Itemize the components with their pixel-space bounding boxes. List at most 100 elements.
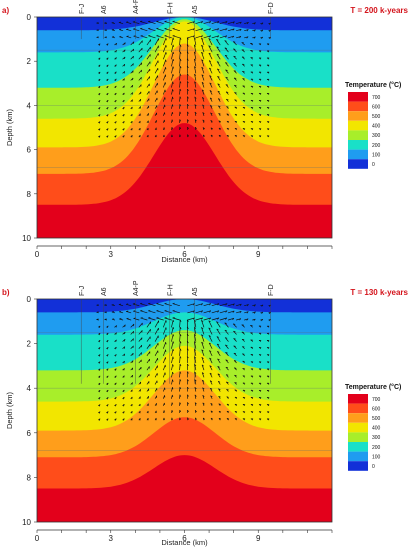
flow-arrow	[236, 28, 242, 32]
flow-arrowhead	[156, 20, 159, 22]
flow-arrow	[146, 336, 151, 342]
flow-arrow	[194, 96, 197, 102]
flow-arrowhead	[172, 319, 175, 323]
x-tick-label: 3	[109, 250, 114, 259]
flow-arrow	[171, 81, 174, 88]
flow-arrowhead	[202, 112, 205, 114]
flow-arrowhead	[115, 375, 117, 378]
flow-arrow	[201, 66, 205, 74]
x-axis-title: Distance (km)	[161, 538, 208, 547]
flow-arrowhead	[172, 51, 175, 55]
flow-arrowhead	[217, 83, 220, 85]
flow-arrowhead	[194, 127, 197, 129]
flow-arrowhead	[179, 379, 182, 382]
x-tick-label: 6	[182, 534, 187, 543]
flow-arrowhead	[96, 22, 99, 24]
flow-arrowhead	[98, 128, 101, 131]
flow-arrowhead	[261, 304, 264, 307]
flow-arrowhead	[148, 317, 151, 319]
flow-arrowhead	[133, 310, 136, 312]
flow-arrowhead	[126, 310, 129, 312]
flow-arrowhead	[195, 417, 197, 420]
flow-arrowhead	[224, 329, 227, 332]
flow-arrow	[146, 321, 151, 328]
flow-arrowhead	[194, 104, 197, 107]
flow-arrowhead	[225, 317, 227, 320]
flow-arrow	[201, 59, 205, 67]
well-label: A5	[192, 287, 199, 296]
flow-arrow	[211, 303, 220, 307]
flow-arrow	[172, 303, 180, 307]
flow-arrow	[130, 323, 135, 328]
flow-arrowhead	[172, 27, 175, 30]
flow-arrowhead	[208, 335, 211, 337]
flow-arrow	[148, 28, 156, 32]
y-tick-label: 6	[27, 146, 32, 155]
flow-arrow	[227, 28, 235, 32]
flow-arrow	[154, 75, 158, 81]
flow-arrow	[216, 328, 221, 335]
flow-arrowhead	[194, 394, 197, 397]
flow-arrowhead	[172, 317, 175, 319]
flow-arrow	[201, 52, 205, 60]
flow-arrow	[219, 35, 227, 39]
y-tick-label: 10	[22, 234, 31, 243]
flow-arrowhead	[201, 52, 204, 54]
flow-arrowhead	[179, 73, 182, 76]
flow-arrowhead	[209, 35, 211, 38]
flow-arrowhead	[156, 34, 159, 37]
flow-arrowhead	[148, 309, 151, 312]
flow-arrowhead	[187, 81, 189, 84]
flow-arrow	[146, 83, 150, 88]
flow-arrow	[201, 82, 205, 88]
flow-arrowhead	[194, 44, 196, 47]
flow-arrow	[201, 349, 205, 356]
x-tick-label: 6	[182, 250, 187, 259]
flow-arrowhead	[217, 21, 220, 24]
flow-arrowhead	[194, 387, 197, 389]
well-label: F-J	[79, 286, 86, 296]
flow-arrowhead	[210, 388, 213, 390]
flow-arrowhead	[172, 37, 175, 40]
flow-arrowhead	[194, 410, 197, 412]
flow-arrowhead	[194, 348, 196, 351]
flow-arrowhead	[98, 85, 101, 89]
legend-swatch	[348, 422, 368, 433]
plot-area	[37, 17, 332, 238]
flow-arrow	[201, 320, 205, 328]
flow-arrow	[227, 21, 235, 24]
flow-arrowhead	[107, 135, 109, 138]
flow-arrowhead	[217, 303, 220, 306]
flow-arrow	[236, 318, 242, 321]
y-tick-label: 0	[27, 13, 32, 22]
flow-arrow	[172, 28, 180, 32]
flow-arrow	[163, 37, 167, 46]
flow-arrowhead	[217, 358, 220, 361]
flow-arrow	[156, 310, 164, 314]
flow-arrow	[217, 373, 221, 378]
flow-arrow	[227, 35, 235, 39]
flow-arrow	[163, 97, 166, 102]
flow-arrow	[179, 356, 181, 364]
flow-arrow	[171, 89, 173, 95]
flow-arrow	[154, 68, 159, 74]
flow-arrowhead	[171, 127, 173, 130]
flow-arrowhead	[115, 85, 117, 89]
flow-arrow	[179, 326, 181, 335]
flow-arrow	[224, 55, 229, 60]
flow-arrow	[187, 21, 195, 24]
flow-arrow	[171, 379, 173, 385]
flow-arrowhead	[201, 349, 204, 352]
flow-arrowhead	[261, 36, 263, 39]
flow-arrow	[179, 363, 181, 371]
flow-arrowhead	[202, 410, 205, 412]
flow-arrowhead	[232, 35, 235, 38]
flow-arrowhead	[187, 104, 189, 107]
flow-arrowhead	[210, 112, 213, 115]
legend-swatch	[348, 461, 368, 471]
flow-arrowhead	[209, 357, 212, 360]
flow-arrowhead	[107, 43, 109, 46]
flow-arrowhead	[115, 128, 117, 131]
flow-arrowhead	[209, 21, 211, 24]
flow-arrowhead	[98, 114, 101, 117]
